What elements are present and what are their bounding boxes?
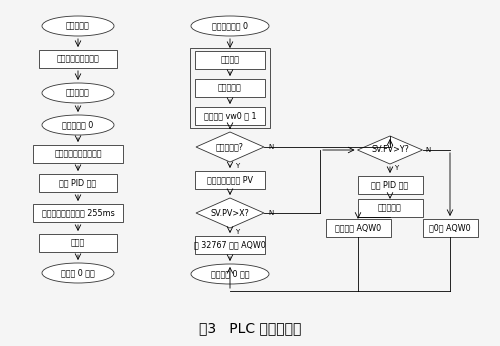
Text: SV.PV>X?: SV.PV>X? bbox=[210, 209, 250, 218]
Text: 图3   PLC 程序流程图: 图3 PLC 程序流程图 bbox=[199, 321, 301, 335]
Text: 启动子程序 0: 启动子程序 0 bbox=[62, 120, 94, 129]
Ellipse shape bbox=[191, 264, 269, 284]
Text: 把输出送 AQW0: 把输出送 AQW0 bbox=[335, 224, 381, 233]
Text: 管次对话调用子程序: 管次对话调用子程序 bbox=[56, 55, 100, 64]
Text: 工程量转换: 工程量转换 bbox=[378, 203, 402, 212]
Ellipse shape bbox=[191, 16, 269, 36]
Polygon shape bbox=[196, 132, 264, 162]
Polygon shape bbox=[196, 198, 264, 228]
Text: 求采样平均值送 PV: 求采样平均值送 PV bbox=[207, 175, 253, 184]
Text: 子程序 0 结束: 子程序 0 结束 bbox=[61, 268, 95, 277]
Text: 把 32767 送到 AQW0: 把 32767 送到 AQW0 bbox=[194, 240, 266, 249]
Text: N: N bbox=[426, 147, 431, 153]
Text: 启动中断程序 0: 启动中断程序 0 bbox=[212, 21, 248, 30]
Ellipse shape bbox=[42, 16, 114, 36]
Polygon shape bbox=[358, 136, 422, 164]
FancyBboxPatch shape bbox=[33, 145, 123, 163]
Text: N: N bbox=[268, 144, 273, 150]
FancyBboxPatch shape bbox=[195, 236, 265, 254]
FancyBboxPatch shape bbox=[195, 79, 265, 97]
FancyBboxPatch shape bbox=[39, 50, 117, 68]
FancyBboxPatch shape bbox=[39, 174, 117, 192]
Ellipse shape bbox=[42, 83, 114, 103]
Ellipse shape bbox=[42, 263, 114, 283]
FancyBboxPatch shape bbox=[422, 219, 478, 237]
Text: 主程序开始: 主程序开始 bbox=[66, 21, 90, 30]
FancyBboxPatch shape bbox=[195, 171, 265, 189]
FancyBboxPatch shape bbox=[195, 51, 265, 69]
Text: 采样次数 vw0 加 1: 采样次数 vw0 加 1 bbox=[204, 111, 256, 120]
Text: N: N bbox=[268, 210, 273, 216]
FancyBboxPatch shape bbox=[39, 234, 117, 252]
Text: Y: Y bbox=[235, 163, 240, 169]
Text: Y: Y bbox=[235, 229, 240, 235]
Text: SV.FV>Y?: SV.FV>Y? bbox=[371, 146, 409, 155]
Text: 设定定时中断时间为 255ms: 设定定时中断时间为 255ms bbox=[42, 209, 115, 218]
FancyBboxPatch shape bbox=[195, 107, 265, 125]
Text: 设置 PID 参数: 设置 PID 参数 bbox=[60, 179, 96, 188]
Text: 把0送 AQW0: 把0送 AQW0 bbox=[429, 224, 471, 233]
FancyBboxPatch shape bbox=[358, 199, 422, 217]
Text: 初始化用到的存储空间: 初始化用到的存储空间 bbox=[54, 149, 102, 158]
Text: Y: Y bbox=[394, 165, 398, 171]
Text: 采样次数到?: 采样次数到? bbox=[216, 143, 244, 152]
Text: 开中断: 开中断 bbox=[71, 238, 85, 247]
FancyBboxPatch shape bbox=[33, 204, 123, 222]
FancyBboxPatch shape bbox=[358, 176, 422, 194]
Ellipse shape bbox=[42, 115, 114, 135]
Text: 调用 PID 运算: 调用 PID 运算 bbox=[372, 181, 408, 190]
Text: 中断程序 0 结束: 中断程序 0 结束 bbox=[211, 270, 249, 279]
FancyBboxPatch shape bbox=[326, 219, 390, 237]
Text: 主程序结束: 主程序结束 bbox=[66, 89, 90, 98]
Text: 数据采样: 数据采样 bbox=[220, 55, 240, 64]
Text: 采样值累加: 采样值累加 bbox=[218, 83, 242, 92]
